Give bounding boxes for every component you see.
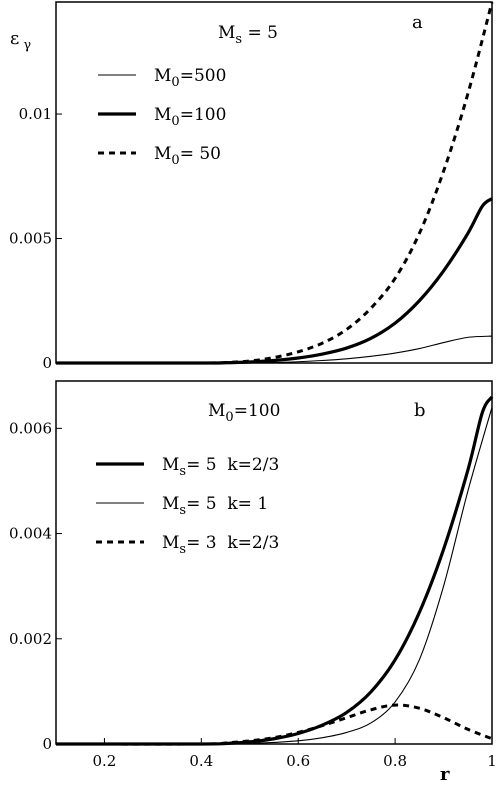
panel-a-annotation-rest: = 5 xyxy=(242,23,278,43)
panel-a-ytick-label: 0 xyxy=(42,354,52,372)
panel-b-annotation: M0=100 xyxy=(208,401,280,425)
panel-b-series-line-thin xyxy=(55,407,493,745)
panel-b-legend-label: Ms= 5 k=2/3 xyxy=(162,455,279,479)
panel-a-annotation-main: M xyxy=(218,23,235,43)
panel-b-legend-label-sub: s xyxy=(179,503,186,518)
panel-b-legend-label-sub: s xyxy=(179,542,186,557)
panel-a-annotation-sub: s xyxy=(235,32,242,47)
panel-b-legend-label-main: M xyxy=(162,494,179,514)
panel-b-series-line-dashed xyxy=(55,703,493,746)
panel-b-xtick-label: 0.4 xyxy=(189,752,213,770)
panel-a-legend-label: M0= 50 xyxy=(154,144,221,168)
panel-b-xtick-label: 0.6 xyxy=(286,752,310,770)
panel-a-legend-label-sub: 0 xyxy=(171,153,179,168)
panel-a-series-line-thick xyxy=(55,197,493,365)
panel-b-legend-label: Ms= 3 k=2/3 xyxy=(162,533,279,557)
panel-a-ytick-label: 0.01 xyxy=(19,105,52,123)
panel-a-legend-label-main: M xyxy=(154,144,171,164)
panel-b-legend-label-main: M xyxy=(162,455,179,475)
panel-a-legend-label-main: M xyxy=(154,105,171,125)
panel-b-ytick-label: 0.004 xyxy=(9,525,52,543)
panel-a-ytick-label: 0.005 xyxy=(9,230,52,248)
panel-b-legend-label-rest: = 5 k=2/3 xyxy=(186,455,279,475)
panel-a-label: a xyxy=(412,12,423,33)
panel-b-legend-label-sub: s xyxy=(179,464,186,479)
panel-b-ytick-label: 0 xyxy=(42,735,52,753)
panel-a-ylabel-sub: γ xyxy=(23,38,31,53)
panel-b-frame xyxy=(55,380,493,745)
panel-a-legend-label: M0=100 xyxy=(154,105,226,129)
panel-b-xtick-label: 0.8 xyxy=(383,752,407,770)
panel-a-series-line-dashed xyxy=(55,1,494,365)
panel-a-legend-label-rest: =500 xyxy=(180,66,227,86)
panel-a-legend-label: M0=500 xyxy=(154,66,226,90)
panel-a-ylabel-main: ε xyxy=(10,28,19,49)
panel-a-legend-label-sub: 0 xyxy=(171,75,179,90)
panel-a-annotation: Ms = 5 xyxy=(218,23,278,47)
panel-b-label: b xyxy=(414,400,426,421)
panel-a-legend-label-sub: 0 xyxy=(171,114,179,129)
panel-b-ytick-label: 0.006 xyxy=(9,419,52,437)
panel-a-legend-label-rest: =100 xyxy=(180,105,227,125)
panel-a-frame xyxy=(55,1,493,364)
panel-b-series-line-thick xyxy=(55,395,494,746)
panel-b-annotation-rest: =100 xyxy=(234,401,281,421)
panel-b-xlabel: r xyxy=(440,764,450,785)
panel-a-legend-label-rest: = 50 xyxy=(180,144,221,164)
panel-a-legend-label-main: M xyxy=(154,66,171,86)
panel-b-xtick-label: 0.2 xyxy=(93,752,117,770)
panel-b-legend-label-main: M xyxy=(162,533,179,553)
panel-b-annotation-sub: 0 xyxy=(225,410,233,425)
panel-b-legend-label-rest: = 5 k= 1 xyxy=(186,494,268,514)
panel-b-xtick-label: 1 xyxy=(487,752,496,770)
panel-b-ytick-label: 0.002 xyxy=(9,630,52,648)
panel-b-annotation-main: M xyxy=(208,401,225,421)
panel-b-legend-label: Ms= 5 k= 1 xyxy=(162,494,268,518)
panel-b-legend-label-rest: = 3 k=2/3 xyxy=(186,533,279,553)
